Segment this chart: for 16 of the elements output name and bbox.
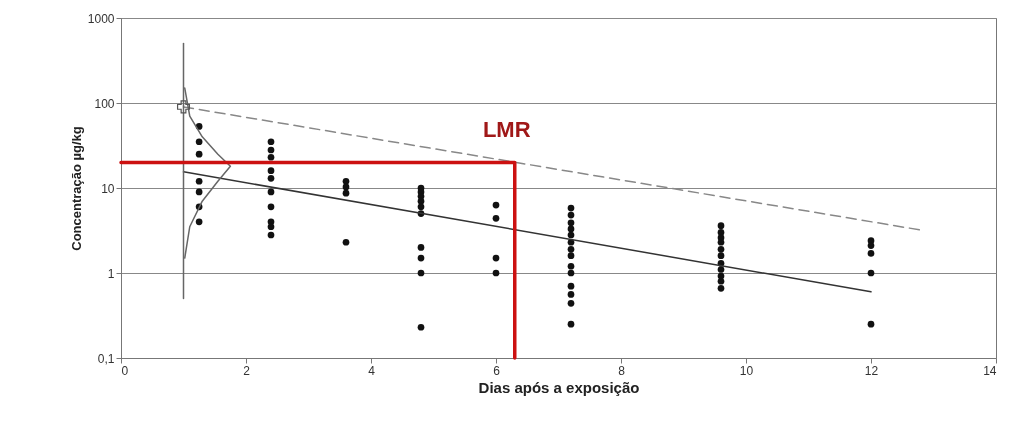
- y-tick-label: 0,1: [97, 351, 115, 366]
- x-tick-label: 8: [618, 363, 626, 378]
- x-axis-title: Dias após a exposição: [478, 378, 640, 396]
- y-tick-label: 100: [94, 96, 115, 111]
- y-axis-title: Concentração µg/kg: [68, 126, 84, 251]
- x-tick-label: 4: [368, 363, 376, 378]
- x-tick-label: 6: [493, 363, 501, 378]
- x-tick-label: 0: [121, 363, 129, 378]
- annotation: LMR: [482, 117, 531, 143]
- x-tick-label: 12: [864, 363, 879, 378]
- y-tick-label: 1000: [87, 11, 115, 26]
- y-tick-label: 10: [101, 181, 115, 196]
- x-tick-label: 14: [983, 363, 997, 378]
- y-tick-label: 1: [107, 266, 115, 281]
- x-tick-label: 2: [243, 363, 251, 378]
- x-tick-label: 10: [739, 363, 754, 378]
